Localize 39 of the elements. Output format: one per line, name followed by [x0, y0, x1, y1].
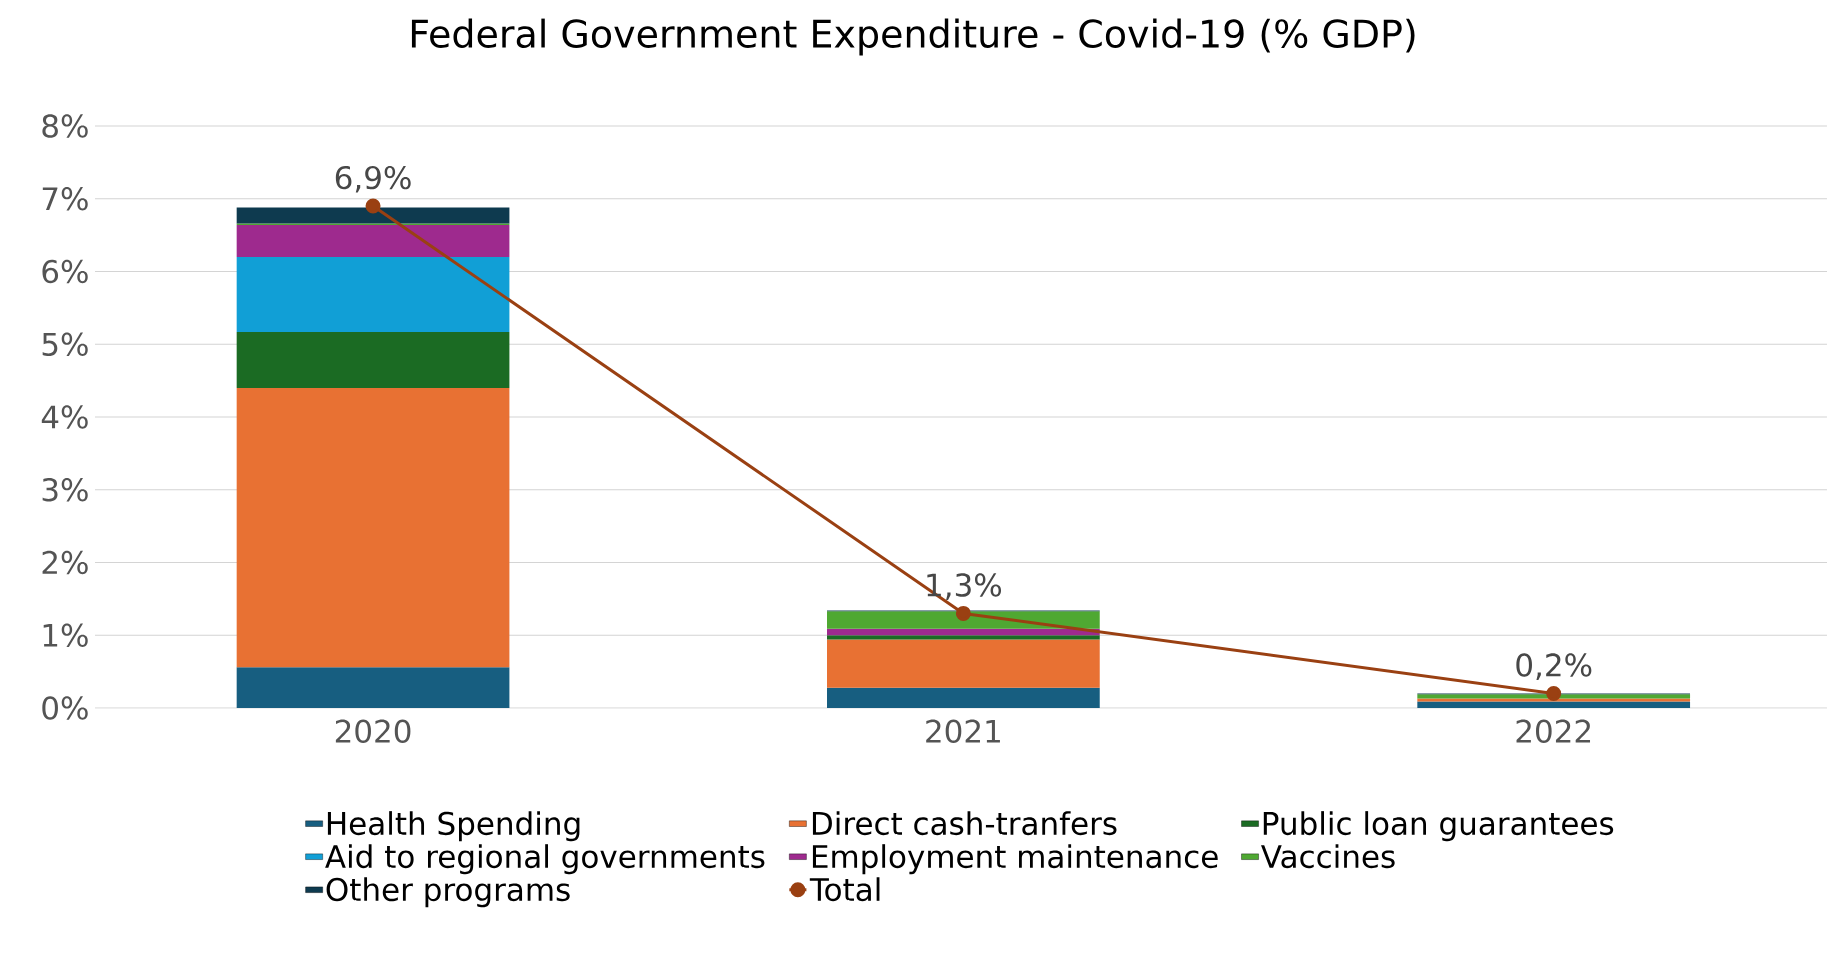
legend-label: Other programs: [326, 877, 570, 908]
y-tick-label: 5%: [42, 332, 88, 356]
y-tick-label: 7%: [42, 187, 88, 211]
bar: [827, 639, 1100, 688]
data-label: 0,2%: [1516, 653, 1592, 680]
bar: [1417, 694, 1691, 699]
bar: [236, 331, 510, 388]
bar: [236, 387, 510, 668]
point: [365, 198, 381, 214]
y-tick-label: 6%: [42, 259, 88, 284]
legend-label: Public loan guarantees: [1263, 811, 1614, 842]
bar: [1417, 701, 1691, 708]
legend-label: Total: [809, 877, 880, 902]
legend-label: Health Spending: [327, 811, 580, 842]
data-label: 1,3%: [927, 573, 1002, 600]
bar: [236, 207, 510, 224]
bar: [236, 256, 510, 332]
y-tick-label: 2%: [42, 550, 88, 575]
legend-label: Direct cash-tranfers: [812, 811, 1117, 836]
point: [955, 605, 971, 621]
bar: [827, 635, 1100, 640]
data-label: 6,9%: [335, 165, 411, 193]
y-tick-label: 0%: [42, 696, 88, 720]
legend-label: Vaccines: [1261, 844, 1395, 869]
bar: [827, 611, 1100, 629]
bar: [236, 667, 510, 708]
bar: [236, 224, 510, 257]
chart-title: Federal Government Expenditure - Covid-19 (% GDP): [411, 18, 1415, 56]
bar: [827, 687, 1100, 708]
x-tick-label: 2020: [335, 719, 411, 743]
x-tick-label: 2022: [1516, 719, 1591, 743]
legend-label: Employment maintenance: [812, 844, 1218, 875]
point: [1546, 685, 1562, 701]
y-tick-label: 8%: [42, 114, 88, 138]
x-tick-label: 2021: [926, 719, 1000, 743]
y-tick-label: 3%: [42, 478, 88, 502]
y-tick-label: 1%: [43, 623, 88, 647]
y-tick-label: 4%: [41, 405, 88, 429]
legend-label: Aid to regional governments: [325, 844, 765, 875]
